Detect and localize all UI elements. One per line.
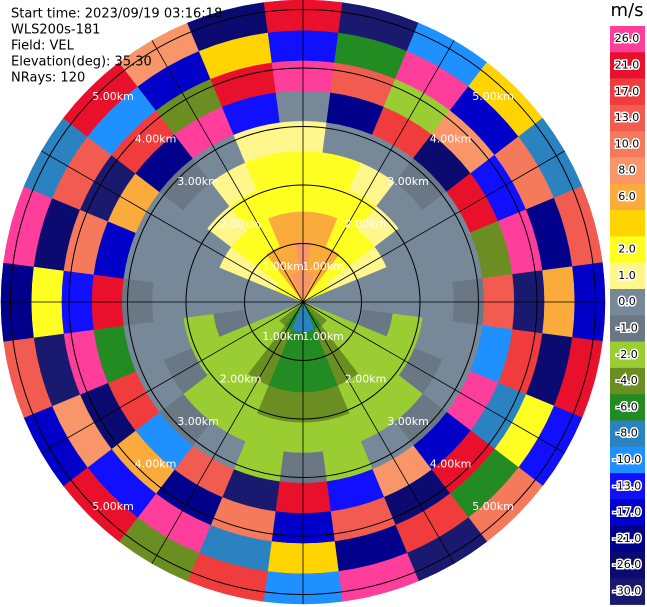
range-label: 3.00km xyxy=(177,415,219,428)
colorbar-band xyxy=(610,394,645,421)
colorbar-label: -4.0 xyxy=(616,374,637,387)
range-label: 3.00km xyxy=(387,175,429,188)
colorbar-band xyxy=(610,52,645,79)
range-label: 3.00km xyxy=(177,175,219,188)
range-label: 5.00km xyxy=(92,500,134,513)
colorbar-label: -30.0 xyxy=(613,584,641,597)
velocity-field xyxy=(0,0,606,605)
colorbar-label: -1.0 xyxy=(616,321,637,334)
colorbar-band xyxy=(610,341,645,369)
info-block: Start time: 2023/09/19 03:16:18WLS200s-1… xyxy=(11,7,222,86)
colorbar-label: -17.0 xyxy=(613,506,641,519)
range-label: 1.00km xyxy=(262,260,304,273)
range-label: 2.00km xyxy=(345,373,387,386)
colorbar-label: 21.0 xyxy=(615,58,640,71)
colorbar-label: 26.0 xyxy=(615,32,640,45)
colorbar-band xyxy=(610,315,645,342)
colorbar-band xyxy=(610,420,645,448)
colorbar-band xyxy=(610,525,645,553)
range-label: 5.00km xyxy=(472,90,514,103)
colorbar-label: -21.0 xyxy=(613,532,641,545)
range-label: 1.00km xyxy=(262,330,304,343)
info-line: NRays: 120 xyxy=(11,71,85,86)
colorbar-label: 2.0 xyxy=(618,243,636,256)
range-ring xyxy=(68,67,538,537)
colorbar-label: -6.0 xyxy=(616,400,637,413)
colorbar-label: -26.0 xyxy=(613,558,641,571)
range-ring xyxy=(185,184,421,420)
colorbar-band xyxy=(610,552,645,579)
colorbar-label: 10.0 xyxy=(615,137,640,150)
colorbar-band xyxy=(610,78,645,106)
range-grid xyxy=(1,0,605,604)
colorbar-band xyxy=(610,104,645,132)
colorbar-label: -10.0 xyxy=(613,453,641,466)
colorbar-band xyxy=(610,210,645,237)
colorbar-label: 17.0 xyxy=(615,85,640,98)
colorbar-label: -8.0 xyxy=(616,427,637,440)
colorbar-band xyxy=(610,157,645,185)
range-label: 3.00km xyxy=(387,415,429,428)
colorbar-label: 13.0 xyxy=(615,111,640,124)
range-label: 4.00km xyxy=(135,133,177,146)
range-label: 4.00km xyxy=(430,133,472,146)
colorbar-band xyxy=(610,236,645,263)
range-label: 5.00km xyxy=(92,90,134,103)
info-line: Start time: 2023/09/19 03:16:18 xyxy=(11,7,222,22)
colorbar-title: m/s xyxy=(611,0,644,21)
colorbar-band xyxy=(610,289,645,316)
colorbar-label: 0.0 xyxy=(618,295,636,308)
colorbar-band xyxy=(610,26,645,53)
colorbar-band xyxy=(610,578,645,605)
range-label: 4.00km xyxy=(430,458,472,471)
info-line: Field: VEL xyxy=(11,39,75,54)
colorbar-label: -2.0 xyxy=(616,348,637,361)
colorbar-band xyxy=(610,131,645,158)
spoke xyxy=(151,40,455,564)
colorbar: m/s 26.0 21.0 17.0 13.0 10.0 8.0 6.0 2.0 1.0 0.0 -… xyxy=(610,0,645,605)
range-label: 4.00km xyxy=(135,458,177,471)
range-label: 5.00km xyxy=(472,500,514,513)
colorbar-band xyxy=(610,183,645,211)
colorbar-label: -13.0 xyxy=(613,479,641,492)
range-label: 2.00km xyxy=(220,373,262,386)
colorbar-band xyxy=(610,499,645,526)
info-line: WLS200s-181 xyxy=(11,23,100,38)
colorbar-band xyxy=(610,367,645,395)
colorbar-label: 1.0 xyxy=(618,269,636,282)
colorbar-label: 8.0 xyxy=(618,164,636,177)
range-ring xyxy=(244,243,362,361)
range-ring xyxy=(127,126,479,478)
colorbar-label: 6.0 xyxy=(618,190,636,203)
range-label: 2.00km xyxy=(220,218,262,231)
range-label: 2.00km xyxy=(345,218,387,231)
range-ring xyxy=(10,9,596,595)
colorbar-band xyxy=(610,473,645,500)
range-label: 1.00km xyxy=(302,330,344,343)
colorbar-band xyxy=(610,446,645,474)
info-line: Elevation(deg): 35.30 xyxy=(11,55,152,70)
colorbar-band xyxy=(610,262,645,290)
range-label: 1.00km xyxy=(302,260,344,273)
